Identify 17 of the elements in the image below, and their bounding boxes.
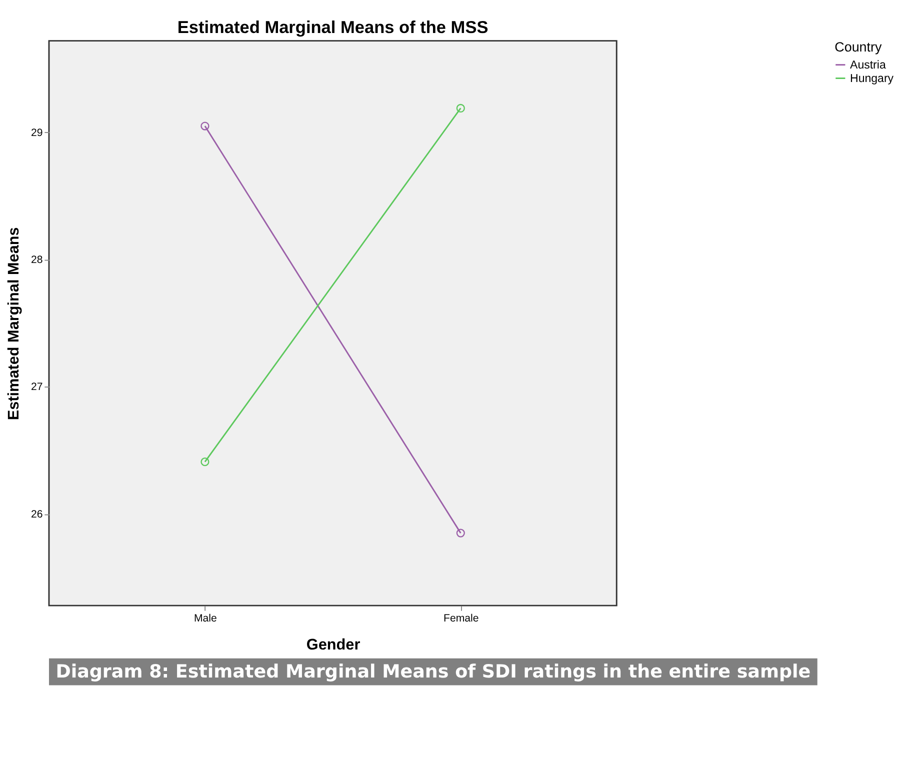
chart-title: Estimated Marginal Means of the MSS	[177, 17, 488, 38]
x-axis-title: Gender	[306, 636, 360, 654]
point	[456, 528, 465, 538]
y-tick-label: 29	[31, 126, 43, 139]
x-tick-label: Female	[444, 612, 479, 624]
point	[200, 458, 210, 466]
y-tick-label: 26	[31, 508, 43, 520]
legend-label: Hungary	[850, 73, 894, 86]
y-tick-label: 27	[31, 381, 43, 394]
y-tick-label: 28	[31, 254, 43, 266]
text: Diagram 8: Estimated Marginal Means of SDI ratings in the entire sample	[56, 662, 811, 683]
point	[456, 104, 465, 113]
y-axis-title: Estimated Marginal Means	[6, 227, 23, 420]
point	[200, 122, 210, 130]
legend-title: Country	[834, 39, 882, 54]
x-tick-label: Male	[194, 612, 217, 624]
legend-label: Austria	[850, 60, 886, 72]
